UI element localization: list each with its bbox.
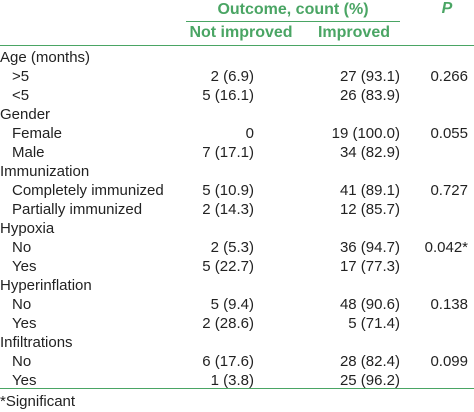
row-label: <5	[12, 87, 30, 104]
p-value: 0.138	[430, 296, 468, 313]
improved-value: 36 (94.7)	[339, 239, 400, 256]
group-row: Gender	[0, 105, 474, 124]
group-label: Hyperinflation	[0, 277, 92, 294]
p-value: 0.055	[430, 125, 468, 142]
improved-value: 5 (71.4)	[348, 315, 400, 332]
row-label: Yes	[12, 258, 37, 275]
row-label: Male	[12, 144, 45, 161]
group-label: Gender	[0, 106, 51, 123]
row-label: No	[12, 239, 32, 256]
improved-value: 41 (89.1)	[339, 182, 400, 199]
header-rule	[0, 45, 474, 46]
not-improved-value: 2 (14.3)	[202, 201, 254, 218]
not-improved-value: 5 (9.4)	[210, 296, 254, 313]
not-improved-value: 5 (22.7)	[202, 258, 254, 275]
p-value: 0.099	[430, 353, 468, 370]
group-row: Infiltrations	[0, 333, 474, 352]
p-value: 0.042*	[424, 239, 468, 256]
not-improved-value: 1 (3.8)	[210, 372, 254, 389]
not-improved-value: 7 (17.1)	[202, 144, 254, 161]
table-header: Outcome, count (%) P	[0, 0, 474, 22]
row-label: No	[12, 296, 32, 313]
table-row: >5 2 (6.9) 27 (93.1) 0.266	[0, 67, 474, 86]
improved-value: 48 (90.6)	[339, 296, 400, 313]
improved-value: 34 (82.9)	[339, 144, 400, 161]
group-label: Infiltrations	[0, 334, 73, 351]
not-improved-value: 5 (16.1)	[202, 87, 254, 104]
table-row: Completely immunized 5 (10.9) 41 (89.1) 0.7…	[0, 181, 474, 200]
not-improved-value: 0	[245, 125, 254, 142]
row-label: Partially immunized	[12, 201, 143, 218]
table-row: No 5 (9.4) 48 (90.6) 0.138	[0, 295, 474, 314]
bottom-rule	[0, 388, 474, 389]
outcome-header-rule	[186, 21, 400, 22]
improved-value: 17 (77.3)	[339, 258, 400, 275]
p-value-header: P	[441, 0, 453, 17]
table-row: Yes 2 (28.6) 5 (71.4)	[0, 314, 474, 333]
not-improved-value: 2 (6.9)	[210, 68, 254, 85]
not-improved-value: 2 (28.6)	[202, 315, 254, 332]
row-label: Completely immunized	[12, 182, 164, 199]
not-improved-value: 5 (10.9)	[202, 182, 254, 199]
group-label: Immunization	[0, 163, 90, 180]
p-value: 0.727	[430, 182, 468, 199]
improved-header: Improved	[317, 24, 390, 41]
footnote: *Significant	[0, 393, 76, 410]
row-label: No	[12, 353, 32, 370]
improved-value: 12 (85.7)	[339, 201, 400, 218]
table-row: Yes 5 (22.7) 17 (77.3)	[0, 257, 474, 276]
not-improved-value: 2 (5.3)	[210, 239, 254, 256]
improved-value: 28 (82.4)	[339, 353, 400, 370]
improved-value: 25 (96.2)	[339, 372, 400, 389]
table-row: No 2 (5.3) 36 (94.7) 0.042*	[0, 238, 474, 257]
table-row: No 6 (17.6) 28 (82.4) 0.099	[0, 352, 474, 371]
group-row: Hypoxia	[0, 219, 474, 238]
table-row: Yes 1 (3.8) 25 (96.2)	[0, 371, 474, 390]
group-label: Hypoxia	[0, 220, 55, 237]
row-label: Yes	[12, 315, 37, 332]
not-improved-value: 6 (17.6)	[202, 353, 254, 370]
group-row: Immunization	[0, 162, 474, 181]
outcome-header: Outcome, count (%)	[217, 1, 369, 18]
table-row: Female 0 19 (100.0) 0.055	[0, 124, 474, 143]
group-row: Age (months)	[0, 48, 474, 67]
table-row: Male 7 (17.1) 34 (82.9)	[0, 143, 474, 162]
table-row: Partially immunized 2 (14.3) 12 (85.7)	[0, 200, 474, 219]
row-label: Yes	[12, 372, 37, 389]
p-value: 0.266	[430, 68, 468, 85]
row-label: >5	[12, 68, 30, 85]
group-row: Hyperinflation	[0, 276, 474, 295]
not-improved-header: Not improved	[189, 24, 293, 41]
row-label: Female	[12, 125, 63, 142]
group-label: Age (months)	[0, 49, 91, 66]
improved-value: 27 (93.1)	[339, 68, 400, 85]
table-row: <5 5 (16.1) 26 (83.9)	[0, 86, 474, 105]
improved-value: 26 (83.9)	[339, 87, 400, 104]
improved-value: 19 (100.0)	[331, 125, 400, 142]
